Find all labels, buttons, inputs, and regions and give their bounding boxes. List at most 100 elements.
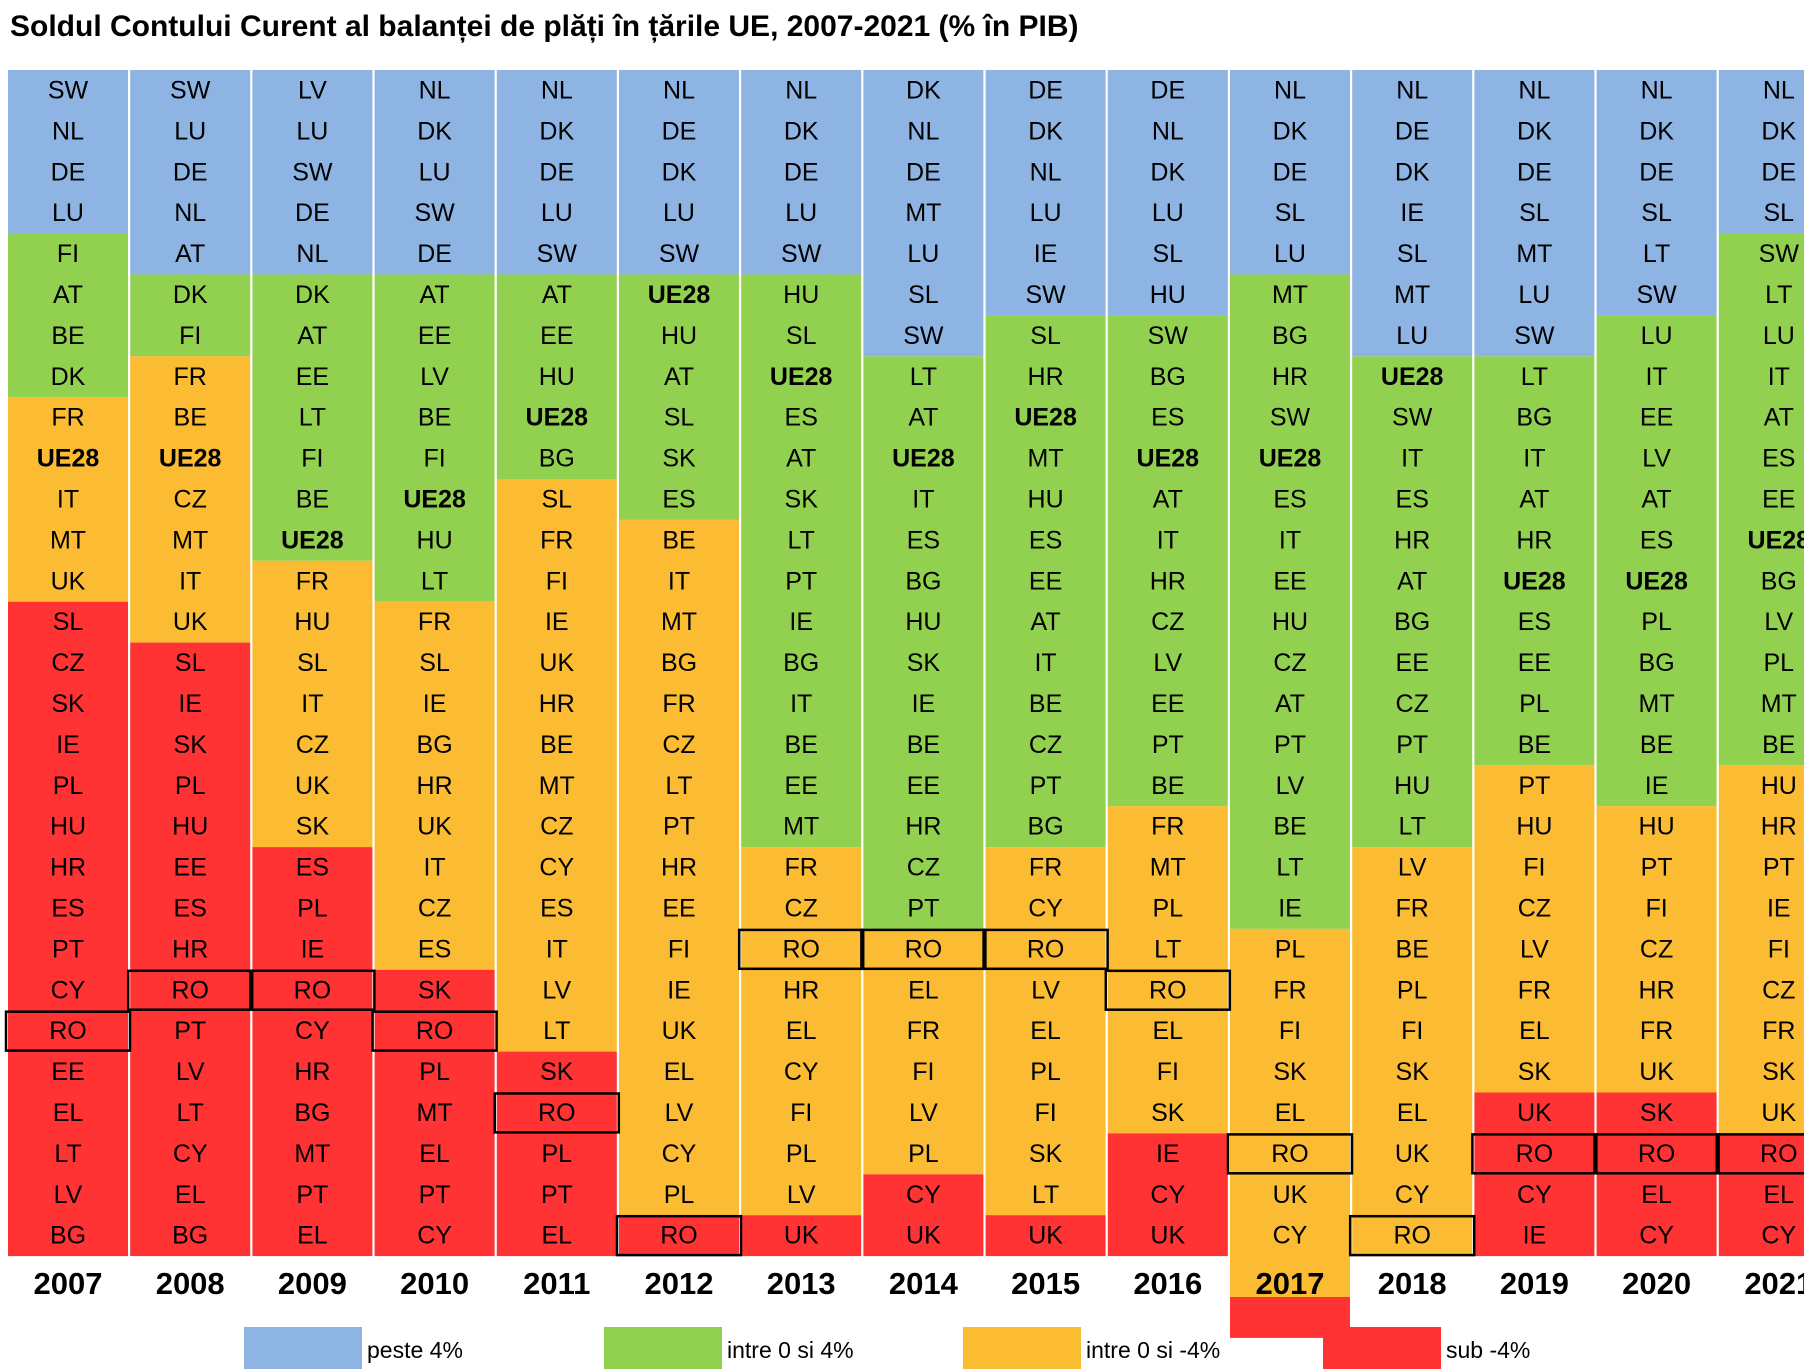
cell-label-2018-EE: EE (1396, 649, 1429, 677)
cell-label-2021-HR: HR (1761, 813, 1797, 841)
band-2015-sub (985, 1215, 1106, 1257)
cell-label-2020-DK: DK (1639, 117, 1674, 145)
cell-label-2020-SK: SK (1640, 1099, 1674, 1127)
cell-label-2013-DE: DE (784, 158, 819, 186)
cell-label-2010-PL: PL (419, 1058, 450, 1086)
cell-label-2016-LT: LT (1154, 935, 1181, 963)
cell-label-2014-FR: FR (907, 1017, 940, 1045)
cell-label-2014-LU: LU (907, 240, 939, 268)
band-2013-peste (741, 70, 862, 275)
cell-label-2016-BE: BE (1151, 772, 1184, 800)
cell-label-2009-ES: ES (296, 854, 329, 882)
cell-label-2016-AT: AT (1153, 485, 1183, 513)
band-2009-intre_pos (252, 274, 373, 561)
cell-label-2018-PT: PT (1396, 731, 1428, 759)
cell-label-2011-IE: IE (545, 608, 569, 636)
cell-label-2019-DK: DK (1517, 117, 1552, 145)
band-2018-intre_neg (1352, 847, 1473, 1257)
cell-label-2010-DK: DK (417, 117, 452, 145)
cell-label-2013-LU: LU (785, 199, 817, 227)
cell-label-2007-IE: IE (56, 731, 80, 759)
cell-label-2015-RO: RO (1027, 935, 1065, 963)
cell-label-2019-MT: MT (1516, 240, 1552, 268)
cell-label-2007-UK: UK (51, 567, 86, 595)
cell-label-2015-LU: LU (1030, 199, 1062, 227)
highlight-box-2016 (1104, 969, 1232, 1011)
cell-label-2008-IT: IT (179, 567, 201, 595)
cell-label-2016-FR: FR (1151, 813, 1184, 841)
cell-label-2007-MT: MT (50, 526, 86, 554)
cell-label-2009-SW: SW (292, 158, 333, 186)
band-2019-intre_neg (1474, 765, 1595, 1093)
cell-label-2012-ES: ES (662, 485, 695, 513)
cell-label-2021-AT: AT (1764, 404, 1794, 432)
cell-label-2009-DK: DK (295, 281, 330, 309)
cell-label-2017-UK: UK (1273, 1181, 1308, 1209)
cell-label-2007-AT: AT (53, 281, 83, 309)
cell-label-2018-SW: SW (1392, 404, 1433, 432)
cell-label-2016-LU: LU (1152, 199, 1184, 227)
cell-label-2007-DK: DK (51, 363, 86, 391)
cell-label-2015-FI: FI (1034, 1099, 1056, 1127)
highlight-box-2021 (1715, 1133, 1804, 1175)
cell-label-2007-BG: BG (50, 1222, 86, 1250)
cell-label-2020-LV: LV (1642, 445, 1671, 473)
cell-label-2015-LT: LT (1032, 1181, 1059, 1209)
cell-label-2019-LU: LU (1518, 281, 1550, 309)
cell-label-2012-LT: LT (665, 772, 692, 800)
cell-label-2007-IT: IT (57, 485, 79, 513)
cell-label-2009-FI: FI (301, 445, 323, 473)
cell-label-2017-EL: EL (1275, 1099, 1306, 1127)
cell-label-2020-RO: RO (1638, 1140, 1676, 1168)
cell-label-2009-FR: FR (296, 567, 329, 595)
cell-label-2013-UK: UK (784, 1222, 819, 1250)
cell-label-2019-NL: NL (1518, 76, 1550, 104)
cell-label-2019-SK: SK (1518, 1058, 1552, 1086)
cell-label-2018-DE: DE (1395, 117, 1430, 145)
cell-label-2021-FI: FI (1768, 935, 1790, 963)
year-label-2019: 2019 (1500, 1266, 1569, 1301)
cell-label-2012-HU: HU (661, 322, 697, 350)
cell-label-2012-DE: DE (662, 117, 697, 145)
cell-label-2014-LT: LT (910, 363, 937, 391)
cell-label-2012-SL: SL (664, 404, 695, 432)
cell-label-2011-DE: DE (539, 158, 574, 186)
cell-label-2013-HU: HU (783, 281, 819, 309)
cell-label-2018-DK: DK (1395, 158, 1430, 186)
cell-label-2015-AT: AT (1031, 608, 1061, 636)
cell-label-2015-MT: MT (1028, 445, 1064, 473)
legend-label-intre_neg: intre 0 si -4% (1086, 1337, 1220, 1363)
cell-label-2015-IT: IT (1034, 649, 1056, 677)
cell-label-2014-SW: SW (903, 322, 944, 350)
cell-label-2021-DE: DE (1761, 158, 1796, 186)
year-label-2018: 2018 (1378, 1266, 1447, 1301)
cell-label-2021-NL: NL (1763, 76, 1795, 104)
cell-label-2019-CY: CY (1517, 1181, 1552, 1209)
cell-label-2017-HR: HR (1272, 363, 1308, 391)
cell-label-2014-SL: SL (908, 281, 939, 309)
cell-label-2010-RO: RO (416, 1017, 454, 1045)
cell-label-2019-HU: HU (1516, 813, 1552, 841)
cell-label-2016-NL: NL (1152, 117, 1184, 145)
cell-label-2021-UK: UK (1761, 1099, 1796, 1127)
cell-label-2012-HR: HR (661, 854, 697, 882)
band-2013-intre_pos (741, 274, 862, 848)
cell-label-2007-SK: SK (51, 690, 85, 718)
cell-label-2010-SW: SW (414, 199, 455, 227)
cell-label-2007-SL: SL (53, 608, 84, 636)
cell-label-2014-BE: BE (907, 731, 940, 759)
cell-label-2010-SL: SL (419, 649, 450, 677)
cell-label-2012-PL: PL (664, 1181, 695, 1209)
cell-label-2009-LT: LT (299, 404, 326, 432)
cell-label-2013-BE: BE (785, 731, 818, 759)
band-2015-intre_pos (985, 315, 1106, 848)
cell-label-2012-DK: DK (662, 158, 697, 186)
cell-label-2019-BG: BG (1516, 404, 1552, 432)
cell-label-2016-DE: DE (1150, 76, 1185, 104)
band-2019-intre_pos (1474, 356, 1595, 766)
cell-label-2020-UE28: UE28 (1625, 567, 1688, 595)
highlight-box-2013 (737, 928, 865, 971)
cell-label-2017-HU: HU (1272, 608, 1308, 636)
cell-label-2011-SW: SW (537, 240, 578, 268)
cell-label-2007-PT: PT (52, 935, 84, 963)
